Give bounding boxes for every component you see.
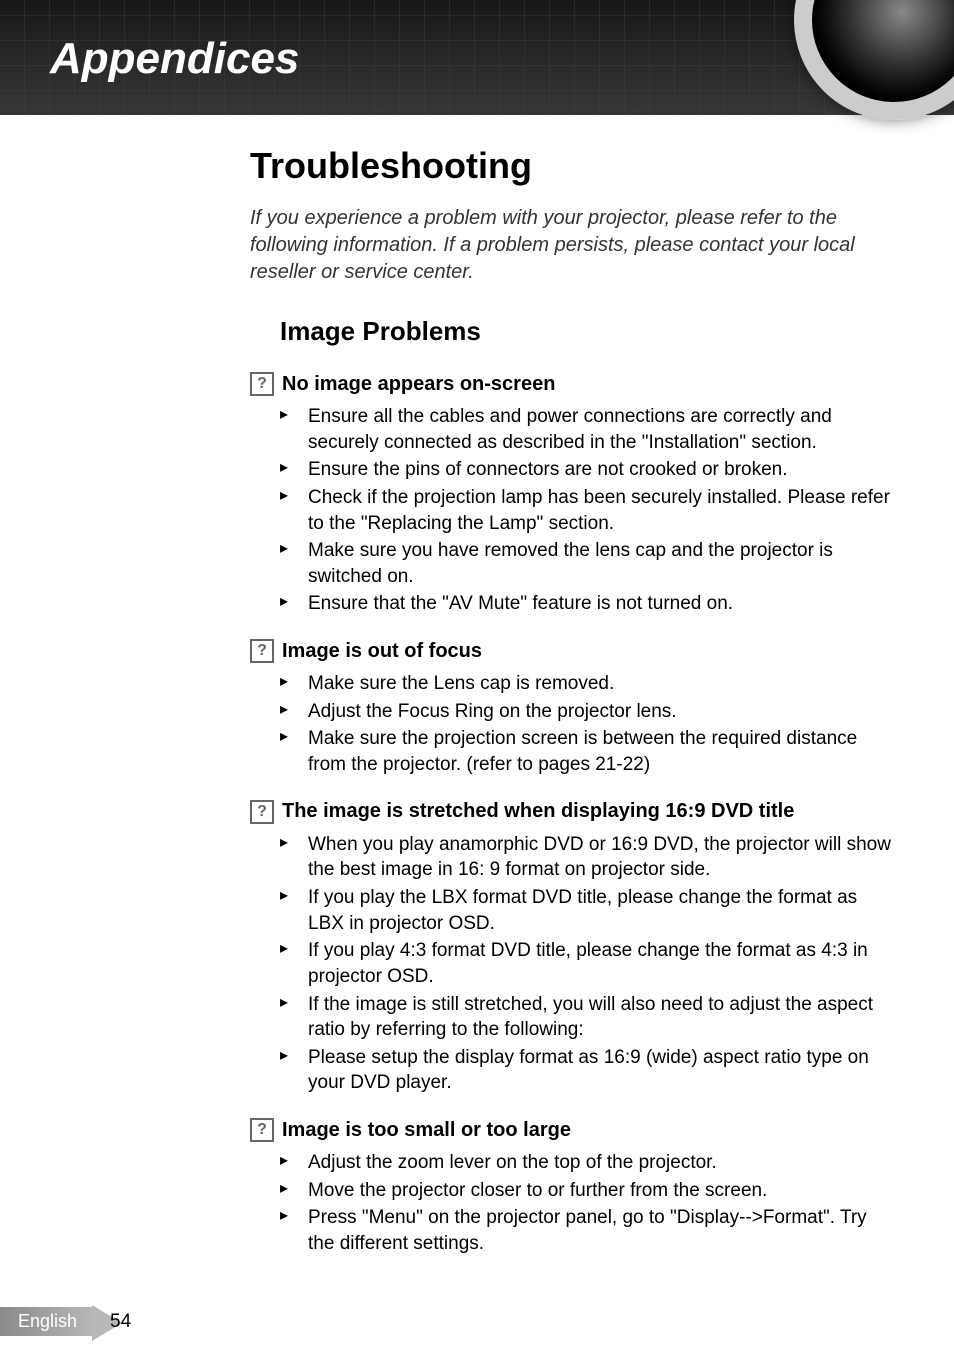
qa-block-no-image: ? No image appears on-screen Ensure all … (250, 372, 894, 617)
page-header: Appendices (0, 0, 954, 115)
main-content: Troubleshooting If you experience a prob… (0, 115, 954, 1257)
list-item: Ensure that the "AV Mute" feature is not… (280, 591, 894, 617)
qa-block-stretched: ? The image is stretched when displaying… (250, 800, 894, 1096)
qa-heading-text: The image is stretched when displaying 1… (282, 800, 794, 823)
list-item: Ensure all the cables and power connecti… (280, 404, 894, 455)
bullet-list: When you play anamorphic DVD or 16:9 DVD… (250, 832, 894, 1096)
qa-heading: ? The image is stretched when displaying… (250, 800, 894, 824)
list-item: Check if the projection lamp has been se… (280, 485, 894, 536)
page-number-wrap: 54 (92, 1311, 131, 1333)
qa-heading-text: Image is out of focus (282, 640, 482, 663)
qa-block-out-of-focus: ? Image is out of focus Make sure the Le… (250, 639, 894, 778)
question-icon: ? (250, 800, 274, 824)
question-icon: ? (250, 1118, 274, 1142)
list-item: Make sure you have removed the lens cap … (280, 538, 894, 589)
qa-heading-text: Image is too small or too large (282, 1119, 571, 1142)
qa-heading-text: No image appears on-screen (282, 373, 555, 396)
list-item: Ensure the pins of connectors are not cr… (280, 457, 894, 483)
list-item: Adjust the zoom lever on the top of the … (280, 1150, 894, 1176)
bullet-list: Ensure all the cables and power connecti… (250, 404, 894, 617)
list-item: If you play the LBX format DVD title, pl… (280, 885, 894, 936)
header-title: Appendices (50, 34, 299, 84)
bullet-list: Adjust the zoom lever on the top of the … (250, 1150, 894, 1257)
list-item: Move the projector closer to or further … (280, 1178, 894, 1204)
question-icon: ? (250, 639, 274, 663)
list-item: Make sure the Lens cap is removed. (280, 671, 894, 697)
list-item: Press "Menu" on the projector panel, go … (280, 1205, 894, 1256)
qa-heading: ? Image is out of focus (250, 639, 894, 663)
list-item: If the image is still stretched, you wil… (280, 992, 894, 1043)
section-title: Image Problems (280, 316, 894, 347)
language-label: English (0, 1307, 95, 1336)
list-item: Adjust the Focus Ring on the projector l… (280, 699, 894, 725)
intro-text: If you experience a problem with your pr… (250, 205, 894, 286)
qa-block-too-small-large: ? Image is too small or too large Adjust… (250, 1118, 894, 1257)
lens-decoration (794, 0, 954, 120)
page-number: 54 (110, 1311, 131, 1332)
list-item: Please setup the display format as 16:9 … (280, 1045, 894, 1096)
page-footer: English 54 (0, 1307, 131, 1336)
list-item: When you play anamorphic DVD or 16:9 DVD… (280, 832, 894, 883)
list-item: Make sure the projection screen is betwe… (280, 726, 894, 777)
qa-heading: ? Image is too small or too large (250, 1118, 894, 1142)
list-item: If you play 4:3 format DVD title, please… (280, 938, 894, 989)
page-title: Troubleshooting (250, 145, 894, 187)
question-icon: ? (250, 372, 274, 396)
qa-heading: ? No image appears on-screen (250, 372, 894, 396)
bullet-list: Make sure the Lens cap is removed. Adjus… (250, 671, 894, 778)
